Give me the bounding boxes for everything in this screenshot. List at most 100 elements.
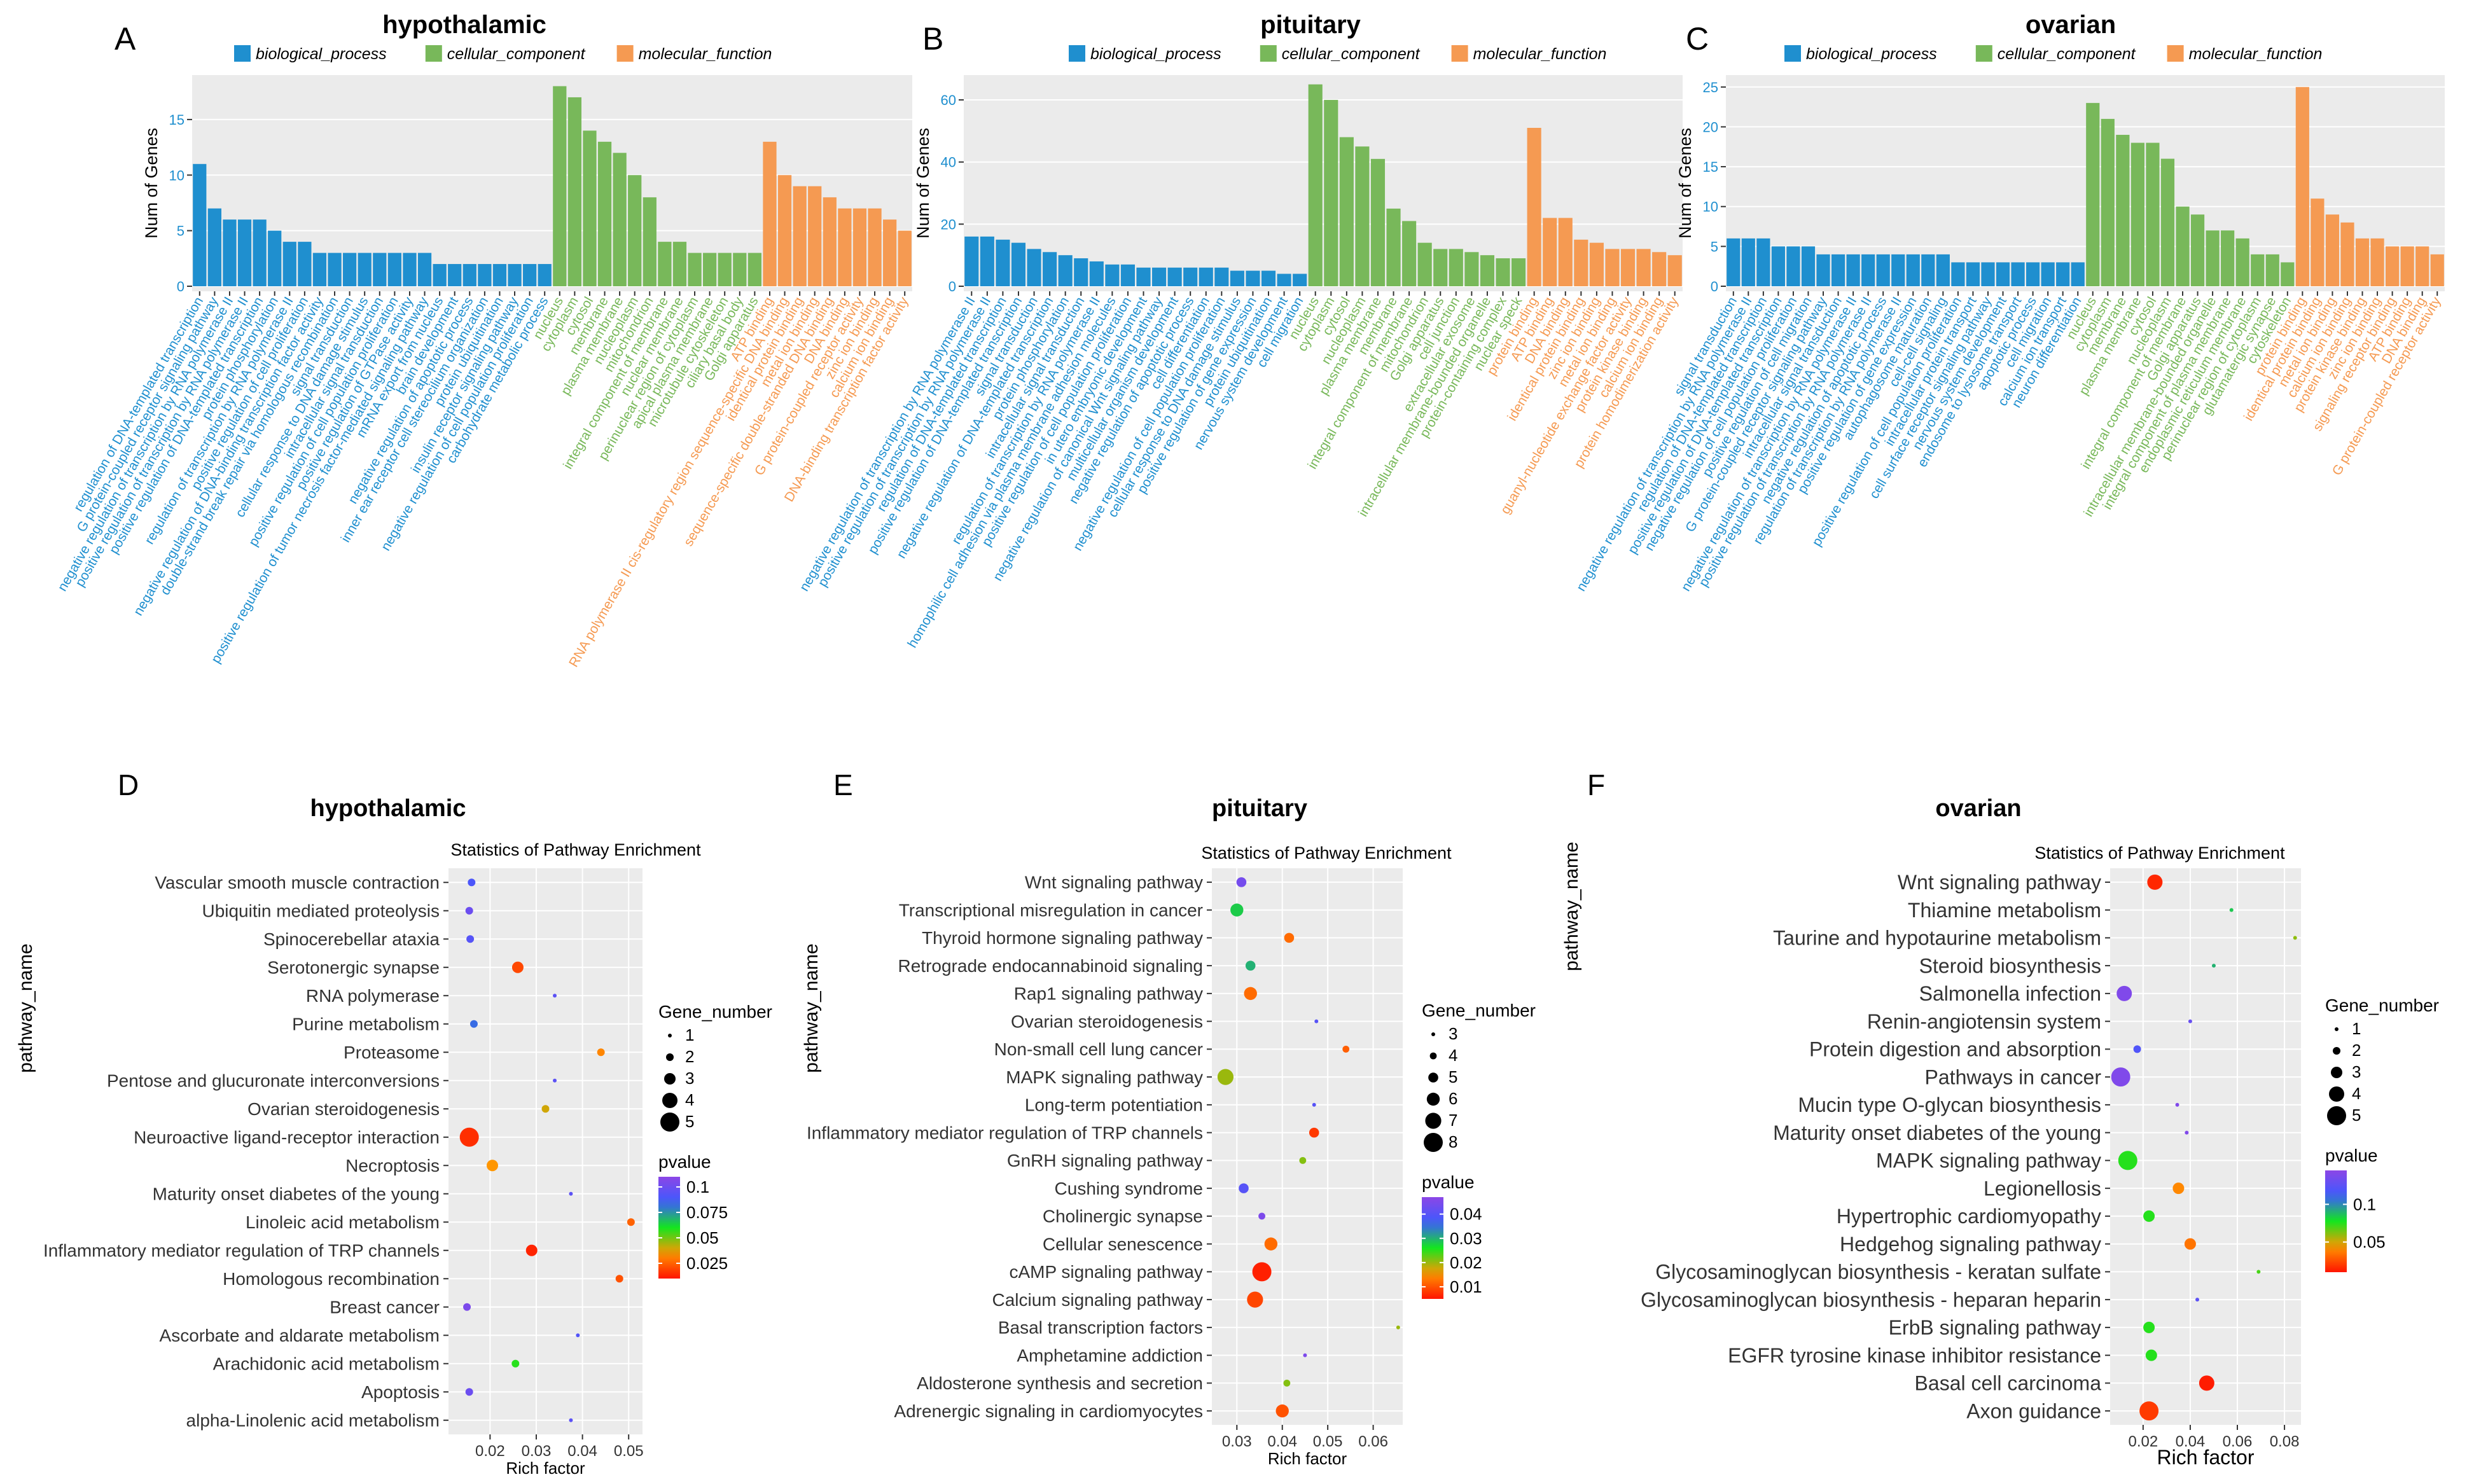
size-legend-label: 8	[1449, 1132, 1457, 1151]
color-bar-label: 0.1	[2353, 1195, 2376, 1214]
data-point	[569, 1418, 573, 1422]
bar	[1816, 254, 1830, 286]
y-tick-label: Renin-angiotensin system	[1867, 1010, 2101, 1033]
bar	[808, 186, 822, 286]
y-tick-label: EGFR tyrosine kinase inhibitor resistanc…	[1728, 1344, 2101, 1367]
y-tick-label: Purine metabolism	[292, 1015, 440, 1034]
panel-letter: A	[115, 21, 136, 57]
color-bar-label: 0.01	[1450, 1277, 1482, 1296]
size-legend-title: Gene_number	[2325, 995, 2439, 1015]
y-tick-label: Ascorbate and aldarate metabolism	[160, 1326, 440, 1345]
y-axis-label: Num of Genes	[142, 128, 161, 239]
bar	[2221, 230, 2235, 286]
bar	[2160, 158, 2175, 286]
y-tick-label: Necroptosis	[345, 1156, 440, 1175]
panel-letter: E	[833, 768, 853, 801]
data-point	[1303, 1353, 1307, 1357]
bar	[2386, 246, 2400, 286]
x-axis-label: Rich factor	[2157, 1446, 2255, 1469]
bar	[2415, 246, 2429, 286]
y-tick-label: 5	[177, 223, 184, 239]
bar	[1906, 254, 1920, 286]
y-tick-label: 0	[1711, 279, 1718, 295]
bar	[2071, 262, 2085, 286]
y-tick-label: Aldosterone synthesis and secretion	[917, 1373, 1203, 1393]
color-legend-title: pvalue	[2325, 1146, 2378, 1165]
color-bar-label: 0.05	[686, 1228, 719, 1247]
size-legend-dot	[664, 1073, 676, 1085]
bar	[2235, 238, 2249, 286]
panel-letter: C	[1686, 21, 1709, 57]
data-point	[2143, 1321, 2155, 1333]
legend-swatch	[616, 45, 634, 62]
data-point	[463, 1303, 471, 1311]
y-tick-label: Steroid biosynthesis	[1919, 954, 2101, 977]
bar	[763, 141, 777, 286]
y-tick-label: 25	[1703, 80, 1718, 95]
legend-label: molecular_function	[1473, 45, 1607, 63]
data-point	[1342, 1045, 1350, 1053]
y-tick-label: Homologous recombination	[223, 1269, 440, 1289]
legend-swatch	[234, 45, 251, 62]
bar	[358, 253, 372, 286]
y-tick-label: Hedgehog signaling pathway	[1840, 1233, 2101, 1256]
color-bar-label: 0.05	[2353, 1233, 2386, 1252]
data-point	[2175, 1102, 2179, 1107]
bar	[1277, 274, 1291, 286]
bar	[1293, 274, 1307, 286]
y-tick-label: 0	[949, 279, 956, 295]
y-tick-label: Ovarian steroidogenesis	[1011, 1011, 1203, 1031]
size-legend-label: 1	[2352, 1019, 2361, 1038]
data-point	[1245, 960, 1256, 971]
bar	[883, 219, 897, 286]
x-tick-label: 0.05	[1313, 1433, 1343, 1450]
bar	[1620, 249, 1636, 286]
bar	[2430, 254, 2444, 286]
size-legend-dot	[1428, 1072, 1438, 1083]
bar	[1230, 270, 1244, 286]
y-tick-label: GnRH signaling pathway	[1007, 1151, 1203, 1170]
bar	[2355, 238, 2370, 286]
size-legend-dot	[660, 1113, 679, 1132]
bar	[282, 242, 296, 286]
bar	[433, 264, 447, 286]
bar	[207, 208, 221, 286]
bar	[1771, 246, 1785, 286]
bar	[312, 253, 327, 286]
bar	[1246, 270, 1260, 286]
y-tick-label: Taurine and hypotaurine metabolism	[1773, 927, 2101, 950]
size-legend-dot	[2331, 1067, 2342, 1078]
legend-swatch	[425, 45, 442, 62]
data-point	[2229, 908, 2234, 912]
bar	[1480, 255, 1494, 286]
bar	[658, 242, 672, 286]
y-tick-label: Rap1 signaling pathway	[1014, 984, 1203, 1004]
size-legend-dot	[1424, 1133, 1443, 1152]
data-point	[2118, 1151, 2137, 1170]
data-point	[2133, 1045, 2141, 1053]
bar	[223, 219, 237, 286]
bar	[2011, 262, 2025, 286]
bar	[703, 253, 717, 286]
size-legend-label: 6	[1449, 1089, 1457, 1108]
bar	[1011, 242, 1026, 286]
size-legend-dot	[666, 1053, 674, 1061]
legend-label: biological_process	[1806, 45, 1937, 63]
bar	[538, 264, 552, 286]
y-tick-label: 10	[169, 167, 184, 183]
bar	[1667, 255, 1682, 286]
data-point	[1275, 1404, 1289, 1418]
bar	[298, 242, 312, 286]
bar	[898, 230, 912, 286]
x-tick-label: 0.02	[2128, 1433, 2158, 1450]
size-legend-dot	[1425, 1113, 1442, 1129]
chart-subtitle: Statistics of Pathway Enrichment	[450, 840, 701, 859]
data-point	[2111, 1067, 2130, 1087]
bar	[583, 130, 597, 286]
plot-panel	[448, 868, 643, 1434]
data-point	[511, 1359, 520, 1368]
size-legend-label: 3	[685, 1069, 694, 1088]
bar	[2026, 262, 2040, 286]
